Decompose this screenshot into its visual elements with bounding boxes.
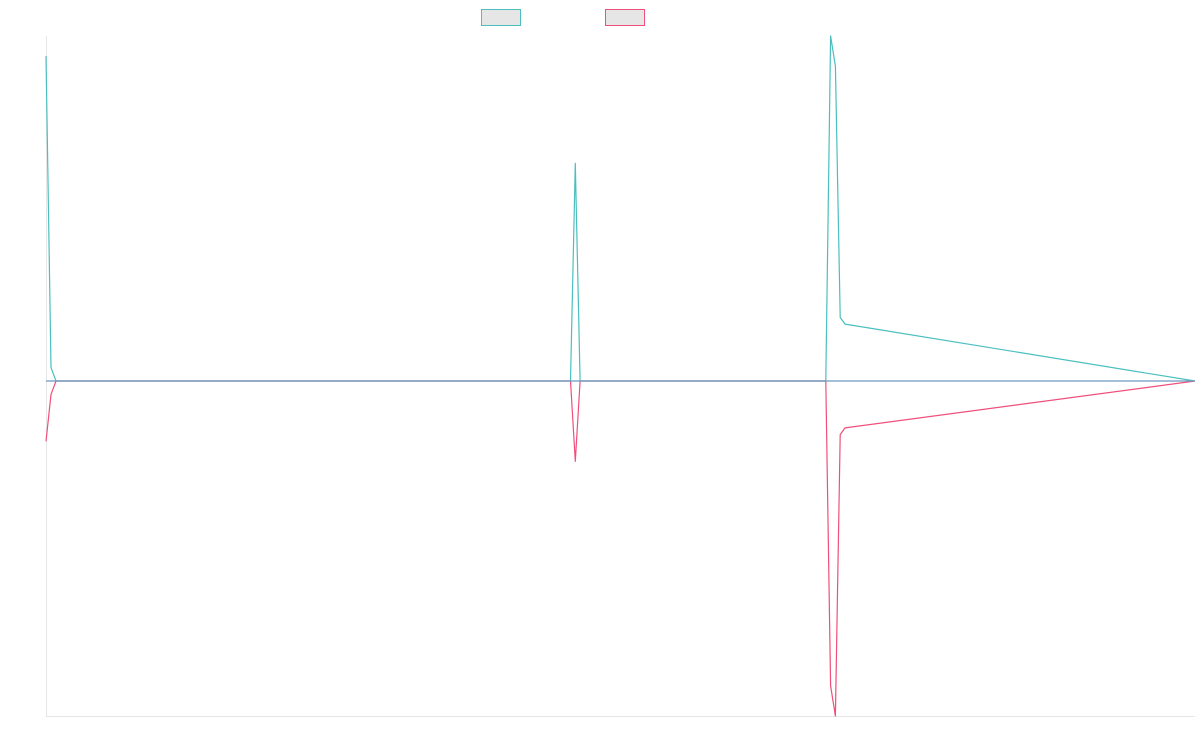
legend-swatch-2[interactable]: [605, 9, 645, 26]
series-line-1: [45, 35, 1196, 382]
legend-swatch-1[interactable]: [481, 9, 521, 26]
series-layer: [45, 35, 1196, 717]
series-line-2: [45, 380, 1196, 717]
legend: [481, 9, 645, 26]
